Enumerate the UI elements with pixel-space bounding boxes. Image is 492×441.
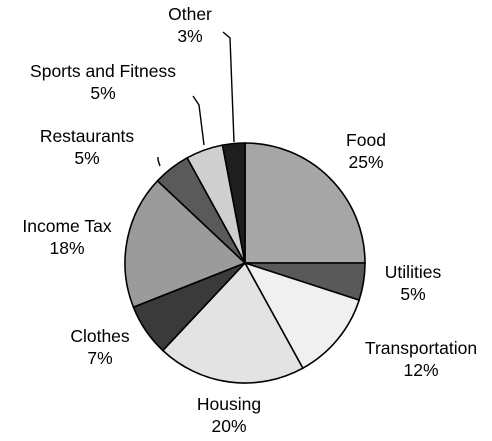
slice-label-name: Utilities (385, 262, 442, 282)
slice-label-value: 3% (177, 26, 202, 46)
slice-label-name: Income Tax (22, 216, 111, 236)
pie-slice-other (221, 142, 246, 264)
slice-label-name: Food (346, 130, 386, 150)
slice-labels: Food 25%Utilities 5%Transportation 12%Housi… (22, 4, 477, 436)
pie-slices (124, 142, 366, 384)
leader-lines (157, 31, 235, 167)
leader-line-other (222, 31, 235, 143)
slice-label-transportation: Transportation 12% (365, 338, 477, 380)
slice-label-name: Other (168, 4, 212, 24)
slice-label-clothes: Clothes 7% (70, 326, 130, 368)
slice-label-income-tax: Income Tax 18% (22, 216, 111, 258)
slice-label-name: Transportation (365, 338, 477, 358)
slice-label-housing: Housing 20% (197, 394, 261, 436)
slice-label-other: Other 3% (168, 4, 212, 46)
slice-label-name: Clothes (70, 326, 130, 346)
slice-label-value: 18% (49, 238, 84, 258)
pie-slice-housing (161, 261, 304, 384)
slice-label-utilities: Utilities 5% (385, 262, 442, 304)
slice-label-value: 5% (90, 83, 115, 103)
slice-label-name: Sports and Fitness (30, 61, 176, 81)
leader-line-restaurants (157, 157, 161, 167)
slice-label-value: 7% (87, 348, 112, 368)
slice-label-name: Restaurants (40, 126, 135, 146)
slice-label-value: 25% (348, 152, 383, 172)
pie-slice-transportation (243, 261, 361, 370)
slice-label-value: 20% (211, 416, 246, 436)
pie-slice-food (244, 142, 366, 264)
leader-line-sports-and-fitness (192, 95, 205, 146)
slice-label-food: Food 25% (346, 130, 386, 172)
slice-label-value: 5% (400, 284, 425, 304)
slice-label-name: Housing (197, 394, 261, 414)
slice-label-sports-and-fitness: Sports and Fitness 5% (30, 61, 176, 103)
slice-label-restaurants: Restaurants 5% (40, 126, 135, 168)
slice-label-value: 12% (403, 360, 438, 380)
pie-slice-income-tax (124, 179, 247, 309)
slice-label-value: 5% (74, 148, 99, 168)
